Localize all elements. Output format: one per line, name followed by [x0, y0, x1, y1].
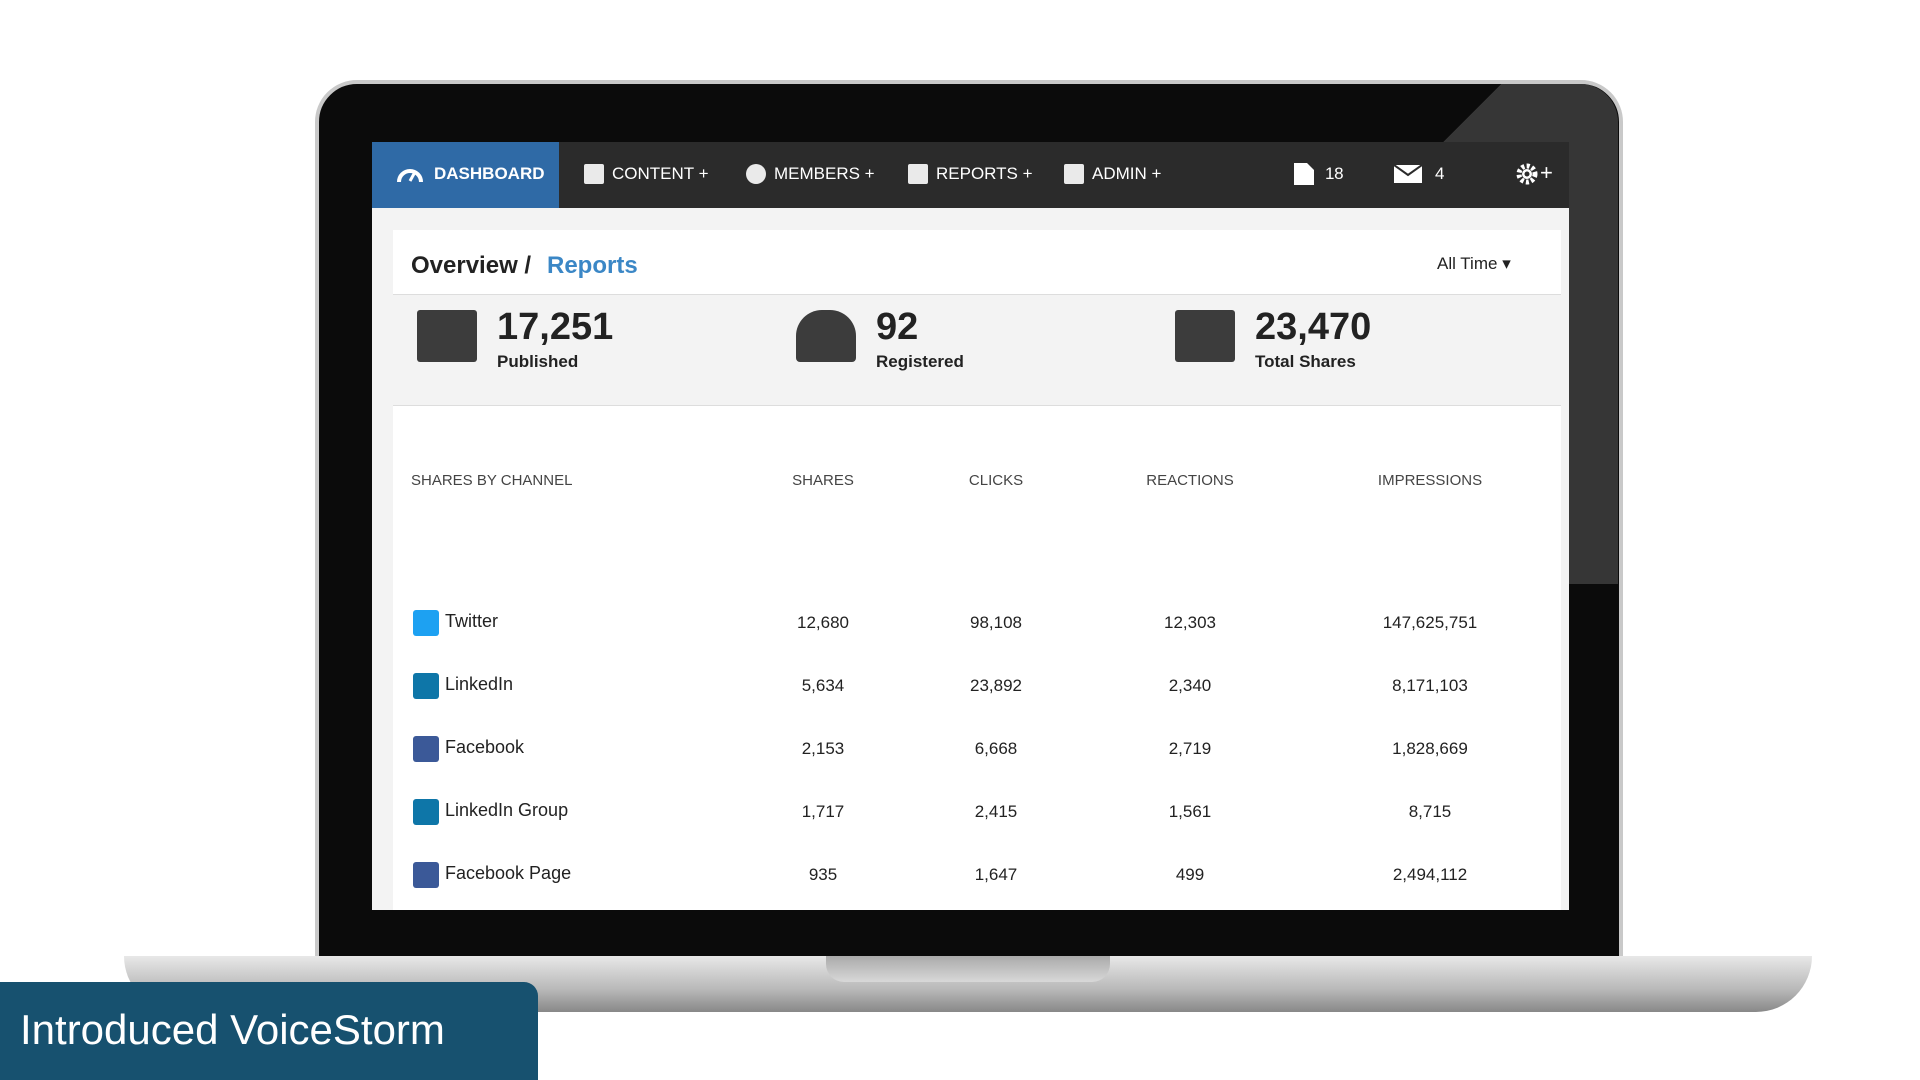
gear-icon[interactable]: [1515, 162, 1539, 186]
range[interactable]: All Time: [1437, 254, 1498, 273]
nav-item[interactable]: DASHBOARD: [434, 164, 545, 183]
channel-icon: [413, 673, 439, 699]
channel-icon: [413, 736, 439, 762]
nav-bar: 18 4 + DASHBOARD CONTENT + MEMBERS + REPORT…: [372, 142, 1569, 208]
cell: 12,303: [1164, 613, 1216, 632]
cell: 23,892: [970, 676, 1022, 695]
stat-value: 17,251: [497, 306, 614, 348]
stat-label: Registered: [876, 352, 964, 371]
more[interactable]: +: [1540, 160, 1553, 185]
icon: [397, 169, 423, 183]
cell: 98,108: [970, 613, 1022, 632]
cell: 8,715: [1408, 802, 1452, 821]
stat-value: 92: [876, 306, 919, 348]
cell: 1,561: [1168, 802, 1212, 821]
cell: 2,340: [1168, 676, 1212, 695]
nav-icon: [908, 164, 928, 184]
column-header: REACTIONS: [1146, 472, 1234, 489]
channel-name: Twitter: [445, 611, 499, 631]
cell: 2,719: [1168, 739, 1212, 758]
stat-value: 23,470: [1255, 306, 1372, 348]
caption: Introduced VoiceStorm: [20, 1006, 445, 1053]
channel-name: Facebook Page: [445, 863, 572, 883]
caption-box: Introduced VoiceStorm: [0, 982, 538, 1080]
cell: 2,494,112: [1392, 865, 1468, 884]
cell: 1,717: [801, 802, 845, 821]
cell: 5,634: [801, 676, 845, 695]
nav-item[interactable]: ADMIN +: [1092, 164, 1162, 183]
panel: Overview / Reports All Time ▾ 17,251 Publ…: [393, 230, 1561, 910]
nav-icon: [746, 164, 766, 184]
doc-icon: [1294, 163, 1314, 185]
laptop-notch: [826, 956, 1110, 982]
cell: 499: [1175, 865, 1205, 884]
nav-icon: [584, 164, 604, 184]
channel-icon: [413, 799, 439, 825]
stats-strip: [393, 295, 1561, 406]
cell: 147,625,751: [1382, 613, 1478, 632]
channel-name: LinkedIn Group: [445, 800, 569, 820]
mail-icon: [1394, 165, 1422, 183]
cell: 1,647: [974, 865, 1018, 884]
nav-item[interactable]: CONTENT +: [612, 164, 709, 183]
column-header: SHARES BY CHANNEL: [411, 472, 573, 489]
cell: 6,668: [974, 739, 1018, 758]
stat-icon: [417, 310, 477, 362]
cell: 2,415: [974, 802, 1018, 821]
cell: 935: [808, 865, 838, 884]
cell: 12,680: [797, 613, 849, 632]
channel-icon: [413, 862, 439, 888]
stat-label: Published: [497, 352, 579, 371]
column-header: CLICKS: [968, 472, 1024, 489]
nav-item[interactable]: REPORTS +: [936, 164, 1033, 183]
screen: 18 4 + DASHBOARD CONTENT + MEMBERS + REPORT…: [372, 142, 1569, 910]
panel-header: [393, 230, 1561, 295]
channel-name: Facebook: [445, 737, 525, 757]
column-header: SHARES: [792, 472, 854, 489]
title: Overview /: [411, 252, 532, 279]
range-dropdown[interactable]: All Time ▾: [1437, 254, 1511, 273]
stat-label: Total Shares: [1255, 352, 1356, 371]
cell: 2,153: [801, 739, 845, 758]
stat-icon: [796, 310, 856, 362]
cell: 1,828,669: [1392, 739, 1468, 758]
stat-icon: [1175, 310, 1235, 362]
channel-name: LinkedIn: [445, 674, 514, 694]
doc-count[interactable]: 18: [1325, 164, 1344, 183]
nav-item[interactable]: MEMBERS +: [774, 164, 875, 183]
column-header: IMPRESSIONS: [1377, 472, 1483, 489]
nav-icon: [1064, 164, 1084, 184]
title-link[interactable]: Reports: [547, 252, 638, 279]
mail-count[interactable]: 4: [1435, 164, 1445, 183]
channel-icon: [413, 610, 439, 636]
cell: 8,171,103: [1392, 676, 1468, 695]
